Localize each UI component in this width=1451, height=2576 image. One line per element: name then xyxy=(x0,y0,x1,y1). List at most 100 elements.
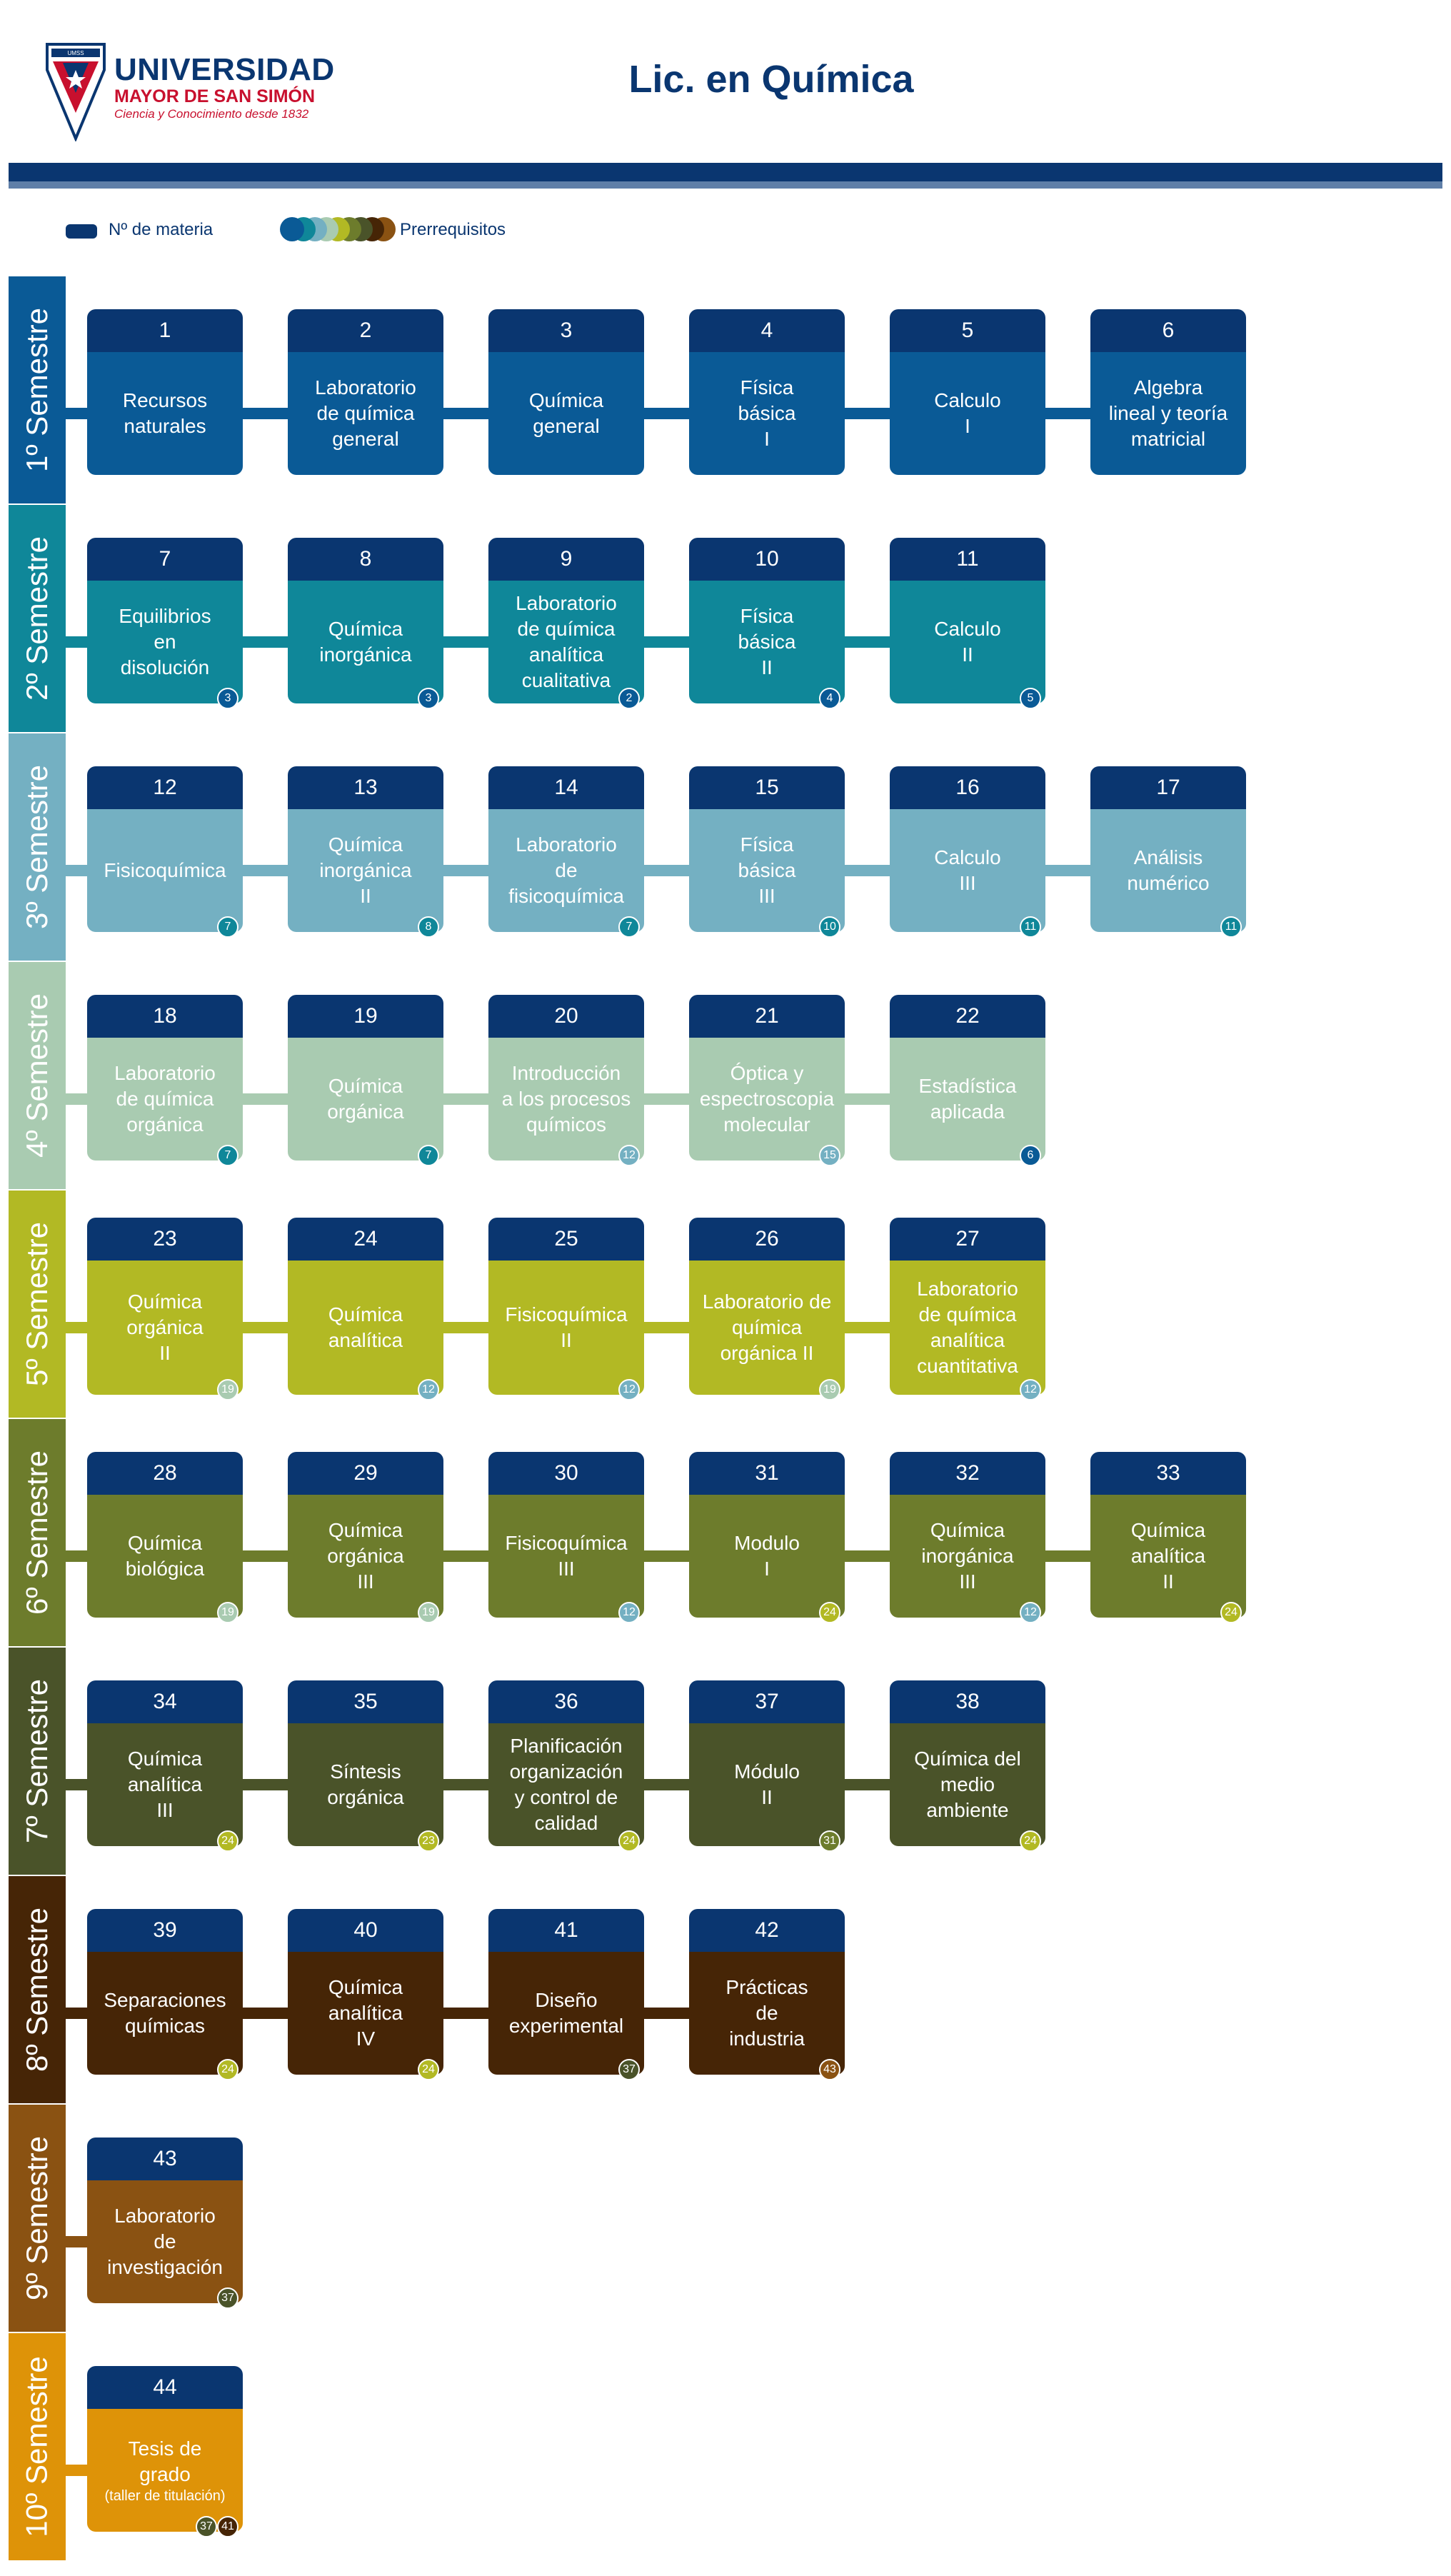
course-card[interactable]: 21 Óptica y espectroscopia molecular 15 xyxy=(689,995,845,1166)
prerequisite-badge[interactable]: 19 xyxy=(217,1602,239,1623)
prerequisite-badge[interactable]: 19 xyxy=(819,1379,840,1400)
course-card[interactable]: 37 Módulo II 31 xyxy=(689,1680,845,1852)
prerequisite-badge[interactable]: 5 xyxy=(1020,688,1041,709)
course-card[interactable]: 20 Introducción a los procesos químicos 12 xyxy=(488,995,644,1166)
prerequisite-badge[interactable]: 8 xyxy=(418,916,439,938)
prerequisite-badge[interactable]: 6 xyxy=(1020,1145,1041,1166)
course-card[interactable]: 10 Física básica II 4 xyxy=(689,538,845,709)
prerequisite-badge[interactable]: 19 xyxy=(217,1379,239,1400)
prerequisite-badge[interactable]: 12 xyxy=(618,1602,640,1623)
course-card[interactable]: 32 Química inorgánica III 12 xyxy=(890,1452,1045,1623)
prerequisite-badge[interactable]: 43 xyxy=(819,2059,840,2080)
course-name-text: Laboratorio de química analítica cuantit… xyxy=(917,1278,1018,1377)
prerequisite-badge[interactable]: 10 xyxy=(819,916,840,938)
prerequisite-badge[interactable]: 24 xyxy=(1020,1830,1041,1852)
prerequisite-badge[interactable]: 23 xyxy=(418,1830,439,1852)
prerequisite-badge[interactable]: 12 xyxy=(618,1379,640,1400)
prerequisite-badge[interactable]: 37 xyxy=(217,2287,239,2309)
prerequisite-badge[interactable]: 3 xyxy=(217,688,239,709)
semester-label: 8º Semestre xyxy=(9,1876,66,2103)
course-card[interactable]: 38 Química del medio ambiente 24 xyxy=(890,1680,1045,1852)
course-card[interactable]: 14 Laboratorio de fisicoquímica 7 xyxy=(488,766,644,938)
course-card[interactable]: 6 Algebra lineal y teoría matricial xyxy=(1090,309,1246,475)
prerequisite-badge[interactable]: 24 xyxy=(618,1830,640,1852)
course-name: Química biológica xyxy=(87,1495,243,1618)
prerequisite-badge[interactable]: 24 xyxy=(1220,1602,1242,1623)
course-card[interactable]: 28 Química biológica 19 xyxy=(87,1452,243,1623)
prerequisite-badge[interactable]: 12 xyxy=(618,1145,640,1166)
course-card[interactable]: 39 Separaciones químicas 24 xyxy=(87,1909,243,2080)
course-card[interactable]: 44 Tesis de grado (taller de titulación) 37… xyxy=(87,2366,243,2537)
course-card[interactable]: 34 Química analítica III 24 xyxy=(87,1680,243,1852)
course-card[interactable]: 40 Química analítica IV 24 xyxy=(288,1909,443,2080)
prerequisite-badge[interactable]: 11 xyxy=(1220,916,1242,938)
prerequisite-badge[interactable]: 37 xyxy=(196,2516,217,2537)
prerequisite-badge[interactable]: 12 xyxy=(418,1379,439,1400)
course-card[interactable]: 31 Modulo I 24 xyxy=(689,1452,845,1623)
course-number: 38 xyxy=(890,1680,1045,1723)
prerequisite-badge[interactable]: 41 xyxy=(217,2516,239,2537)
course-card[interactable]: 19 Química orgánica 7 xyxy=(288,995,443,1166)
course-card[interactable]: 42 Prácticas de industria 43 xyxy=(689,1909,845,2080)
course-card[interactable]: 23 Química orgánica II 19 xyxy=(87,1218,243,1400)
course-card[interactable]: 1 Recursos naturales xyxy=(87,309,243,475)
course-name: Laboratorio de fisicoquímica xyxy=(488,809,644,932)
prerequisite-badge[interactable]: 3 xyxy=(418,688,439,709)
course-name: Equilibrios en disolución xyxy=(87,581,243,703)
course-card[interactable]: 13 Química inorgánica II 8 xyxy=(288,766,443,938)
prerequisite-badge[interactable]: 24 xyxy=(819,1602,840,1623)
course-card[interactable]: 2 Laboratorio de química general xyxy=(288,309,443,475)
course-card[interactable]: 35 Síntesis orgánica 23 xyxy=(288,1680,443,1852)
header-divider-light xyxy=(9,181,1442,189)
course-card[interactable]: 33 Química analítica II 24 xyxy=(1090,1452,1246,1623)
course-card[interactable]: 8 Química inorgánica 3 xyxy=(288,538,443,709)
course-card[interactable]: 29 Química orgánica III 19 xyxy=(288,1452,443,1623)
course-card[interactable]: 41 Diseño experimental 37 xyxy=(488,1909,644,2080)
course-card[interactable]: 3 Química general xyxy=(488,309,644,475)
course-card[interactable]: 16 Calculo III 11 xyxy=(890,766,1045,938)
course-name: Química del medio ambiente xyxy=(890,1723,1045,1846)
prerequisite-badge[interactable]: 11 xyxy=(1020,916,1041,938)
course-name: Fisicoquímica II xyxy=(488,1261,644,1395)
prerequisite-badge[interactable]: 7 xyxy=(217,916,239,938)
prerequisite-badge[interactable]: 24 xyxy=(217,2059,239,2080)
prerequisite-badge[interactable]: 24 xyxy=(217,1830,239,1852)
course-card[interactable]: 24 Química analítica 12 xyxy=(288,1218,443,1400)
prerequisite-badge[interactable]: 19 xyxy=(418,1602,439,1623)
prereq-legend-label: Prerrequisitos xyxy=(400,220,506,239)
semester-label-text: 3º Semestre xyxy=(20,764,54,930)
course-card[interactable]: 9 Laboratorio de química analítica cualit… xyxy=(488,538,644,709)
prerequisite-badge[interactable]: 15 xyxy=(819,1145,840,1166)
prerequisite-badge[interactable]: 31 xyxy=(819,1830,840,1852)
course-card[interactable]: 22 Estadística aplicada 6 xyxy=(890,995,1045,1166)
prerequisite-badge[interactable]: 37 xyxy=(618,2059,640,2080)
prerequisite-badge[interactable]: 7 xyxy=(618,916,640,938)
course-number: 18 xyxy=(87,995,243,1038)
course-card[interactable]: 12 Fisicoquímica 7 xyxy=(87,766,243,938)
prerequisite-badge[interactable]: 24 xyxy=(418,2059,439,2080)
prerequisite-badge[interactable]: 2 xyxy=(618,688,640,709)
course-card[interactable]: 26 Laboratorio de química orgánica II 19 xyxy=(689,1218,845,1400)
prerequisite-badge[interactable]: 4 xyxy=(819,688,840,709)
course-card[interactable]: 4 Física básica I xyxy=(689,309,845,475)
course-card[interactable]: 43 Laboratorio de investigación 37 xyxy=(87,2138,243,2309)
course-card[interactable]: 36 Planificación organización y control d… xyxy=(488,1680,644,1852)
semester-label: 1º Semestre xyxy=(9,276,66,503)
course-number: 16 xyxy=(890,766,1045,809)
prerequisite-badge[interactable]: 12 xyxy=(1020,1602,1041,1623)
course-name: Planificación organización y control de … xyxy=(488,1723,644,1846)
course-card[interactable]: 30 Fisicoquímica III 12 xyxy=(488,1452,644,1623)
course-card[interactable]: 25 Fisicoquímica II 12 xyxy=(488,1218,644,1400)
course-card[interactable]: 17 Análisis numérico 11 xyxy=(1090,766,1246,938)
prerequisite-badge[interactable]: 7 xyxy=(418,1145,439,1166)
semester-label-text: 4º Semestre xyxy=(20,993,54,1158)
course-card[interactable]: 7 Equilibrios en disolución 3 xyxy=(87,538,243,709)
course-card[interactable]: 18 Laboratorio de química orgánica 7 xyxy=(87,995,243,1166)
course-card[interactable]: 15 Física básica III 10 xyxy=(689,766,845,938)
course-card[interactable]: 11 Calculo II 5 xyxy=(890,538,1045,709)
course-card[interactable]: 27 Laboratorio de química analítica cuant… xyxy=(890,1218,1045,1400)
semester-band: 2º Semestre xyxy=(9,505,66,732)
prerequisite-badge[interactable]: 7 xyxy=(217,1145,239,1166)
course-card[interactable]: 5 Calculo I xyxy=(890,309,1045,475)
prerequisite-badge[interactable]: 12 xyxy=(1020,1379,1041,1400)
